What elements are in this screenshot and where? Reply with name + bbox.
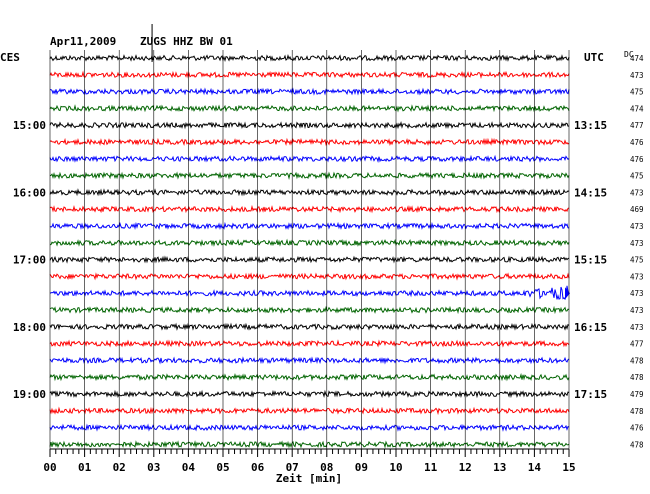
trace-line	[49, 121, 569, 130]
trace-line	[49, 70, 570, 80]
dc-value: 476	[630, 424, 644, 433]
dc-value: 474	[630, 104, 644, 113]
right-time-label: 13:15	[574, 119, 607, 132]
dc-value: 476	[630, 138, 644, 147]
trace-line	[49, 389, 570, 399]
dc-value: 473	[630, 71, 644, 80]
header-station: ZUGS HHZ BW 01	[140, 35, 233, 48]
dc-value: 474	[630, 54, 644, 63]
dc-value: 475	[630, 172, 644, 181]
left-time-label: 17:00	[13, 254, 46, 267]
x-axis: 00 01 02 03 04 05 06 07 08 09 10 11 12 13 14 15	[43, 448, 576, 474]
x-tick-label: 03	[147, 461, 160, 474]
x-tick-label: 07	[286, 461, 299, 474]
x-tick-label: 05	[216, 461, 229, 474]
trace-line	[49, 305, 570, 315]
left-time-label: 16:00	[13, 186, 46, 199]
right-time-label: 15:15	[574, 254, 607, 267]
dc-value: 479	[630, 390, 644, 399]
trace-line	[49, 171, 570, 180]
trace-line	[49, 238, 570, 247]
trace-line	[49, 406, 570, 416]
dc-value: 477	[630, 121, 644, 130]
dc-value: 473	[630, 323, 644, 332]
x-tick-label: 13	[493, 461, 506, 474]
trace-group	[49, 53, 570, 449]
x-tick-label: 02	[113, 461, 126, 474]
dc-value: 473	[630, 222, 644, 231]
left-time-label: 18:00	[13, 321, 46, 334]
dc-value: 478	[630, 407, 644, 416]
trace-line	[49, 188, 570, 197]
x-tick-label: 08	[320, 461, 333, 474]
dc-value: 469	[630, 205, 644, 214]
dc-value: 473	[630, 306, 644, 315]
x-tick-label: 10	[389, 461, 402, 474]
right-time-label: 14:15	[574, 186, 607, 199]
trace-line	[49, 356, 570, 365]
dc-value: 473	[630, 188, 644, 197]
x-tick-label: 00	[43, 461, 56, 474]
trace-line	[49, 339, 570, 348]
x-tick-label: 09	[355, 461, 368, 474]
dc-value: 473	[630, 289, 644, 298]
x-tick-label: 06	[251, 461, 265, 474]
trace-line	[49, 87, 570, 96]
dc-label: DC	[624, 50, 634, 59]
right-time-label: 16:15	[574, 321, 607, 334]
trace-line	[49, 372, 570, 382]
x-tick-label: 11	[424, 461, 438, 474]
x-tick-label: 12	[459, 461, 472, 474]
left-time-labels: 15:00 16:00 17:00 18:00 19:00	[13, 119, 46, 401]
dc-value: 473	[630, 239, 644, 248]
trace-line	[49, 53, 570, 63]
trace-line	[49, 104, 570, 113]
trace-line	[49, 137, 570, 147]
dc-value: 478	[630, 356, 644, 365]
right-zone-label: UTC	[584, 51, 604, 64]
dc-value: 478	[630, 440, 644, 449]
left-time-label: 15:00	[13, 119, 46, 132]
x-tick-label: 01	[78, 461, 92, 474]
header-date: Apr11,2009	[50, 35, 116, 48]
dc-value-column: 474 473 475 474 477 476 476 475 473 469 473 473 475 4…	[630, 54, 644, 449]
right-time-label: 17:15	[574, 388, 607, 401]
dc-value: 475	[630, 88, 644, 97]
dc-value: 477	[630, 340, 644, 349]
x-tick-label: 15	[562, 461, 575, 474]
dc-value: 473	[630, 272, 644, 281]
dc-value: 478	[630, 373, 644, 382]
trace-line	[49, 285, 570, 301]
left-zone-label: CES	[0, 51, 20, 64]
trace-line	[49, 322, 570, 331]
trace-line	[49, 221, 570, 231]
minute-grid	[49, 24, 570, 449]
x-tick-label: 14	[528, 461, 542, 474]
left-time-label: 19:00	[13, 388, 46, 401]
dc-value: 475	[630, 256, 644, 265]
trace-line	[49, 154, 570, 163]
trace-line	[49, 255, 570, 264]
trace-line	[49, 423, 570, 432]
trace-line	[49, 204, 570, 214]
event-marker	[565, 287, 570, 300]
x-axis-label: Zeit [min]	[276, 472, 342, 485]
x-tick-label: 04	[182, 461, 196, 474]
dc-value: 476	[630, 155, 644, 164]
trace-line	[49, 272, 570, 281]
right-time-labels: 13:15 14:15 15:15 16:15 17:15	[574, 119, 607, 401]
trace-line	[49, 440, 570, 449]
